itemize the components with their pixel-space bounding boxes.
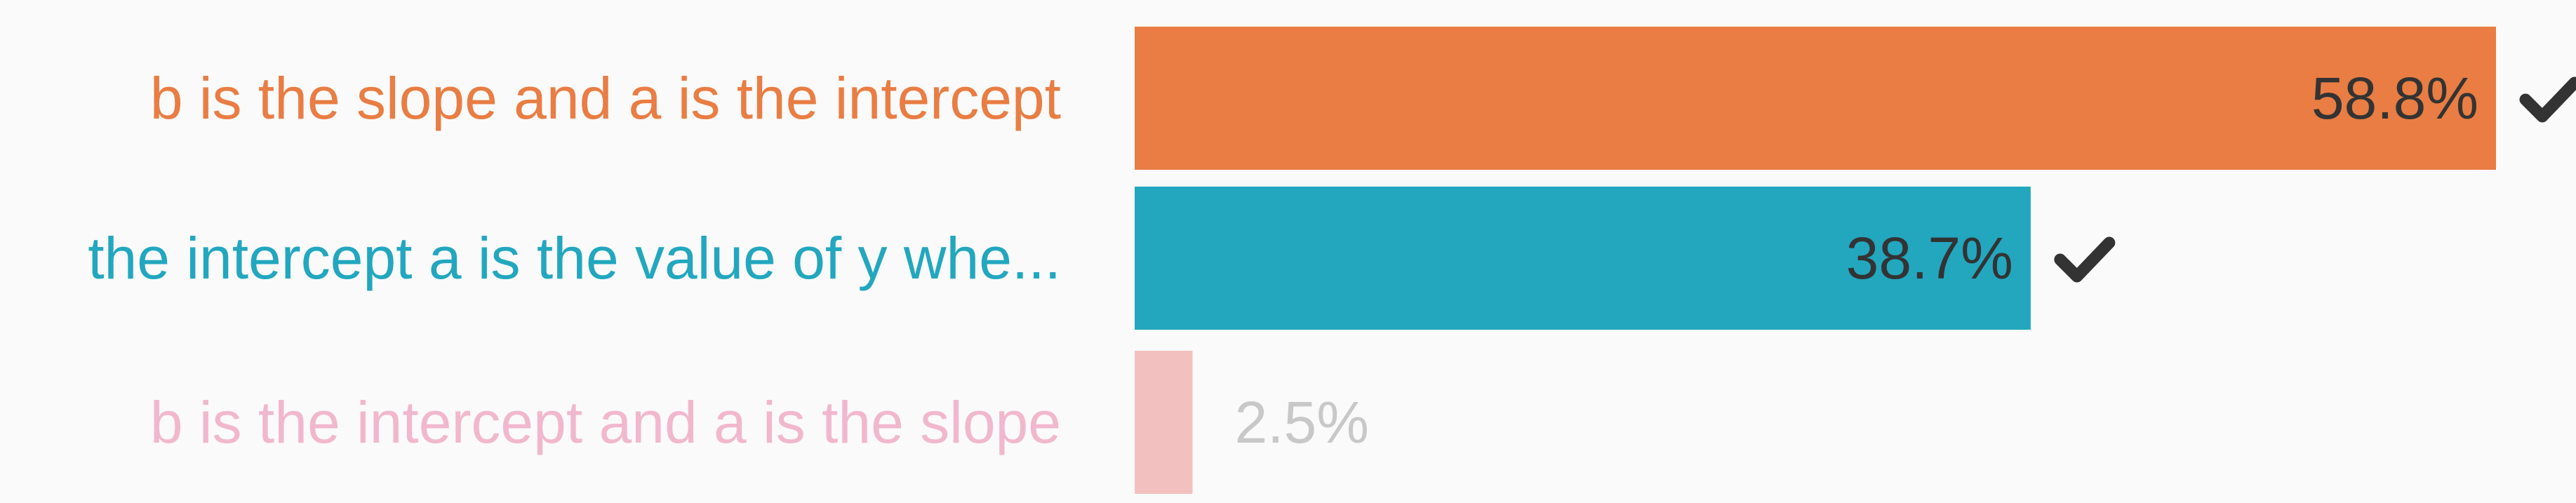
value-label-3: 2.5% <box>1234 389 1368 455</box>
bars-group <box>1135 27 2496 494</box>
category-label-1: b is the slope and a is the intercept <box>150 65 1061 131</box>
category-label-2: the intercept a is the value of y whe... <box>88 225 1061 291</box>
category-labels-group: b is the slope and a is the intercept the… <box>88 65 1061 455</box>
bar-3 <box>1135 351 1193 494</box>
category-label-3: b is the intercept and a is the slope <box>150 389 1061 455</box>
bar-2 <box>1135 187 2031 330</box>
value-label-2: 38.7% <box>1846 225 2013 291</box>
value-labels-group: 58.8% 38.7% 2.5% <box>1234 65 2478 455</box>
check-icon <box>2519 76 2576 123</box>
check-icons-group <box>2054 76 2576 283</box>
value-label-1: 58.8% <box>2311 65 2478 131</box>
bar-1 <box>1135 27 2496 170</box>
check-icon <box>2054 236 2116 283</box>
